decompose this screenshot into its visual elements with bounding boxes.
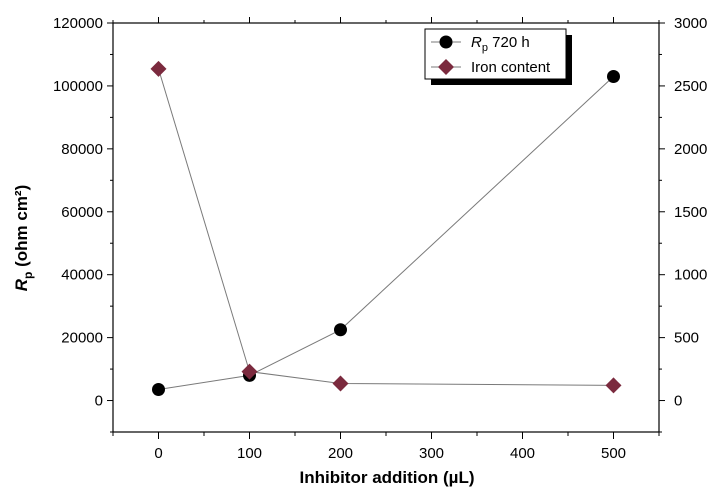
legend-rp-sub: p bbox=[482, 42, 488, 54]
y-left-tick-label: 60000 bbox=[61, 204, 103, 221]
x-tick-label: 0 bbox=[154, 445, 162, 462]
legend-rp-rest: 720 h bbox=[488, 34, 530, 51]
data-point-diamond bbox=[605, 377, 622, 394]
y-title-rest: (ohm cm²) bbox=[12, 185, 31, 272]
legend-rp-main: R bbox=[471, 34, 482, 51]
y-title-sub: p bbox=[21, 272, 35, 279]
y-left-tick-label: 40000 bbox=[61, 267, 103, 284]
data-point-diamond bbox=[150, 60, 167, 77]
x-tick-label: 500 bbox=[601, 445, 626, 462]
legend-marker-rp bbox=[439, 35, 453, 49]
data-point-diamond bbox=[241, 363, 258, 380]
y-right-tick-label: 500 bbox=[674, 330, 699, 347]
x-axis-title: Inhibitor addition (µL) bbox=[299, 468, 474, 487]
x-tick-label: 200 bbox=[328, 445, 353, 462]
series-line-1 bbox=[158, 68, 614, 386]
y-right-tick-label: 2500 bbox=[674, 78, 707, 95]
y-left-tick-label: 0 bbox=[95, 393, 103, 410]
data-point-diamond bbox=[332, 375, 349, 392]
y-left-tick-label: 120000 bbox=[53, 15, 103, 32]
y-left-tick-label: 80000 bbox=[61, 141, 103, 158]
data-point-circle bbox=[334, 323, 347, 337]
legend: Rp 720 h Iron content bbox=[424, 28, 572, 85]
legend-label-iron: Iron content bbox=[471, 59, 551, 76]
y-right-tick-label: 3000 bbox=[674, 15, 707, 32]
x-tick-label: 100 bbox=[237, 445, 262, 462]
y-right-tick-label: 1500 bbox=[674, 204, 707, 221]
legend-marker-iron bbox=[438, 59, 454, 75]
y-left-tick-label: 20000 bbox=[61, 330, 103, 347]
y-right-tick-label: 0 bbox=[674, 393, 682, 410]
data-point-circle bbox=[152, 383, 165, 397]
data-point-circle bbox=[607, 69, 620, 83]
plot-frame bbox=[112, 22, 660, 433]
y-title-main: R bbox=[12, 278, 31, 291]
y-right-tick-label: 1000 bbox=[674, 267, 707, 284]
y-axis-title-left: Rp (ohm cm²) bbox=[12, 185, 35, 292]
series-line-0 bbox=[158, 76, 614, 390]
series-layer bbox=[150, 60, 622, 397]
legend-label-rp: Rp 720 h bbox=[471, 34, 530, 54]
axes-layer: 0 100 200 300 400 500020000400006000080000100… bbox=[53, 15, 707, 462]
y-left-tick-label: 100000 bbox=[53, 78, 103, 95]
x-tick-label: 300 bbox=[419, 445, 444, 462]
x-tick-label: 400 bbox=[510, 445, 535, 462]
y-right-tick-label: 2000 bbox=[674, 141, 707, 158]
